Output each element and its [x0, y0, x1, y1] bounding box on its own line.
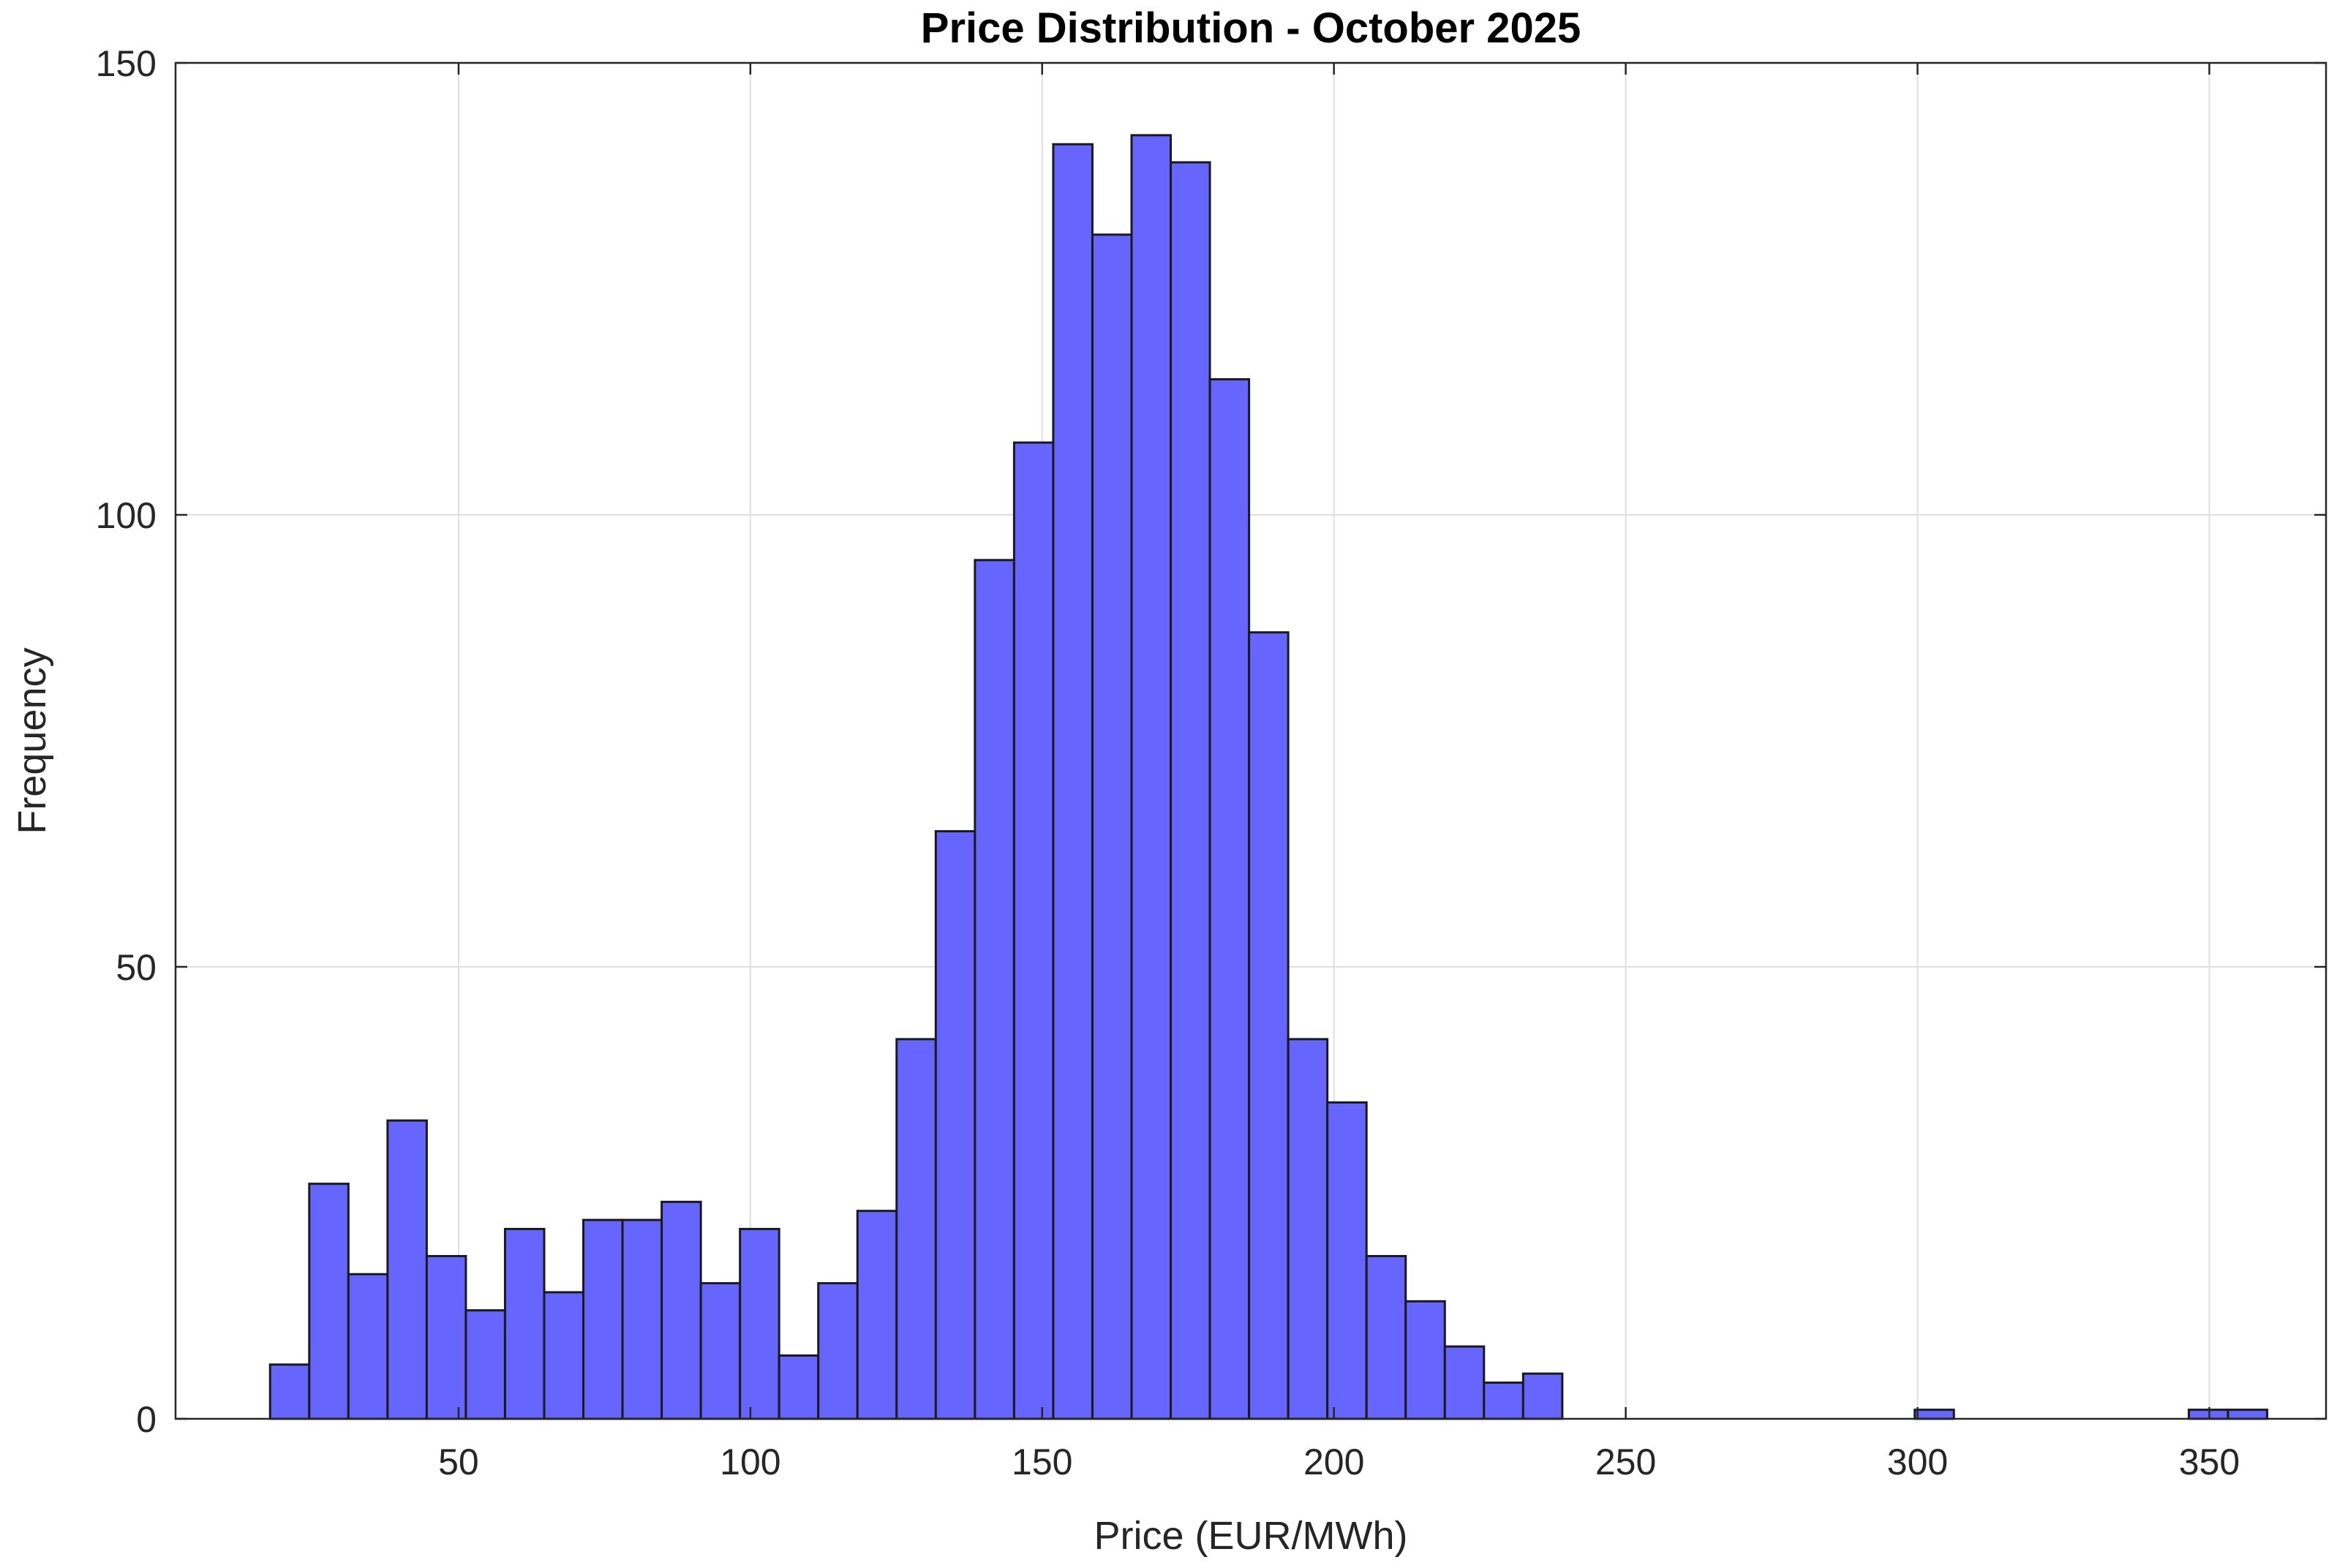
histogram-bar — [2227, 1409, 2268, 1420]
histogram-bar — [974, 559, 1015, 1420]
x-tick-labels: 50 100 150 200 250 300 350 — [438, 1441, 2240, 1482]
histogram-bar — [817, 1282, 859, 1420]
histogram-bar — [856, 1210, 898, 1420]
histogram-bar — [1012, 441, 1055, 1420]
histogram-bar — [425, 1255, 467, 1420]
histogram-bar — [621, 1218, 663, 1420]
histogram-bar — [464, 1309, 506, 1420]
histogram-bar — [1483, 1382, 1524, 1420]
histogram-bar — [934, 830, 976, 1420]
histogram-bars — [268, 134, 2268, 1420]
x-tick-label: 50 — [438, 1441, 479, 1482]
x-tick-label: 200 — [1303, 1441, 1364, 1482]
y-tick-label: 150 — [96, 43, 157, 84]
histogram-bar — [1248, 631, 1290, 1420]
chart-title: Price Distribution - October 2025 — [921, 4, 1581, 52]
histogram-bar — [1208, 378, 1251, 1420]
x-axis-label: Price (EUR/MWh) — [1094, 1514, 1408, 1558]
histogram-bar — [1913, 1409, 1955, 1420]
histogram-bar — [1521, 1372, 1564, 1420]
histogram-bar — [1170, 161, 1211, 1420]
histogram-bar — [1287, 1038, 1329, 1420]
x-tick-label: 300 — [1887, 1441, 1948, 1482]
histogram-bar — [1326, 1101, 1368, 1420]
histogram-bar — [1052, 143, 1094, 1420]
histogram-bar — [268, 1363, 311, 1420]
histogram-bar — [386, 1119, 428, 1420]
histogram-bar — [778, 1354, 820, 1420]
x-tick-label: 150 — [1012, 1441, 1072, 1482]
histogram-bar — [347, 1273, 389, 1420]
y-tick-label: 0 — [136, 1399, 157, 1440]
y-tick-label: 50 — [116, 947, 157, 988]
histogram-bar — [308, 1183, 350, 1420]
y-axis-label: Frequency — [10, 647, 54, 834]
y-tick-label: 100 — [96, 495, 157, 536]
histogram-bar — [1404, 1300, 1446, 1420]
x-tick-label: 100 — [720, 1441, 780, 1482]
histogram-bar — [543, 1291, 585, 1420]
axes-frame — [174, 61, 2327, 1420]
histogram-bar — [895, 1038, 937, 1420]
histogram-bar — [661, 1200, 702, 1420]
x-tick-label: 350 — [2179, 1441, 2240, 1482]
tick-marks — [176, 61, 2326, 1420]
histogram-bar — [503, 1227, 546, 1420]
histogram-bar — [1443, 1345, 1486, 1420]
histogram-bar — [739, 1227, 780, 1420]
y-tick-labels: 0 50 100 150 — [96, 43, 157, 1440]
histogram-bar — [699, 1282, 742, 1420]
x-tick-label: 250 — [1595, 1441, 1656, 1482]
histogram-bar — [1130, 134, 1173, 1420]
histogram-bar — [1091, 233, 1133, 1420]
histogram-bar — [582, 1218, 624, 1420]
histogram-bar — [1365, 1255, 1407, 1420]
